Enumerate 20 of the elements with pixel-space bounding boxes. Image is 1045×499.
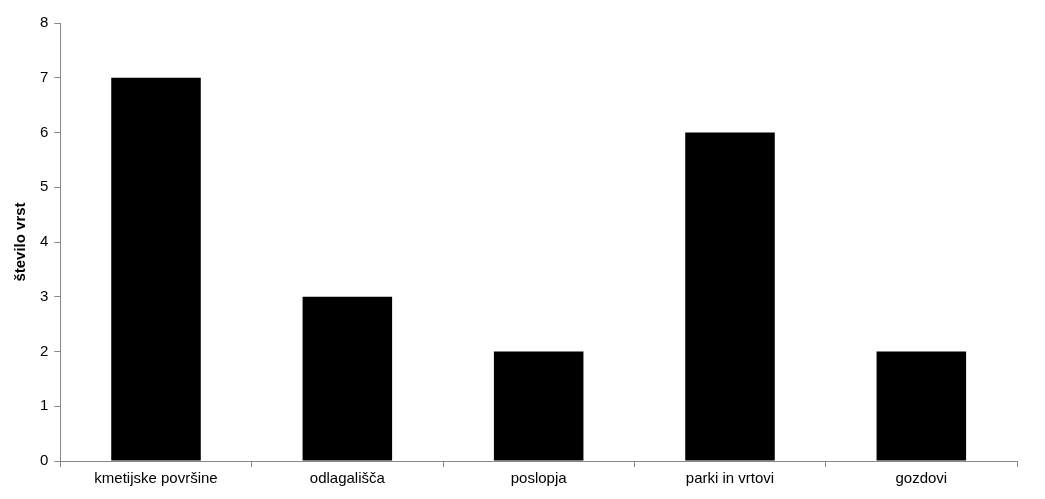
bar: [876, 351, 967, 461]
x-tick-label: parki in vrtovi: [685, 469, 775, 487]
bar: [302, 296, 393, 461]
x-tick-label: poslopja: [510, 469, 568, 487]
y-tick-label: 2: [40, 341, 49, 359]
y-tick-label: 7: [40, 67, 49, 85]
y-tick-label: 8: [40, 13, 49, 31]
x-tick-label: kmetijske površine: [94, 469, 218, 487]
bar: [493, 351, 584, 461]
bar: [111, 77, 201, 461]
y-tick-label: 5: [40, 177, 49, 195]
y-tick-label: 6: [40, 122, 49, 140]
y-tick-label: 1: [40, 396, 49, 414]
y-axis-title: število vrst: [11, 202, 29, 282]
y-tick-label: 3: [40, 286, 49, 304]
x-tick-label: odlagališča: [309, 469, 386, 487]
y-tick-label: 0: [40, 451, 49, 469]
bar: [685, 132, 775, 461]
y-tick-label: 4: [40, 232, 49, 250]
x-tick-label: gozdovi: [895, 469, 948, 487]
